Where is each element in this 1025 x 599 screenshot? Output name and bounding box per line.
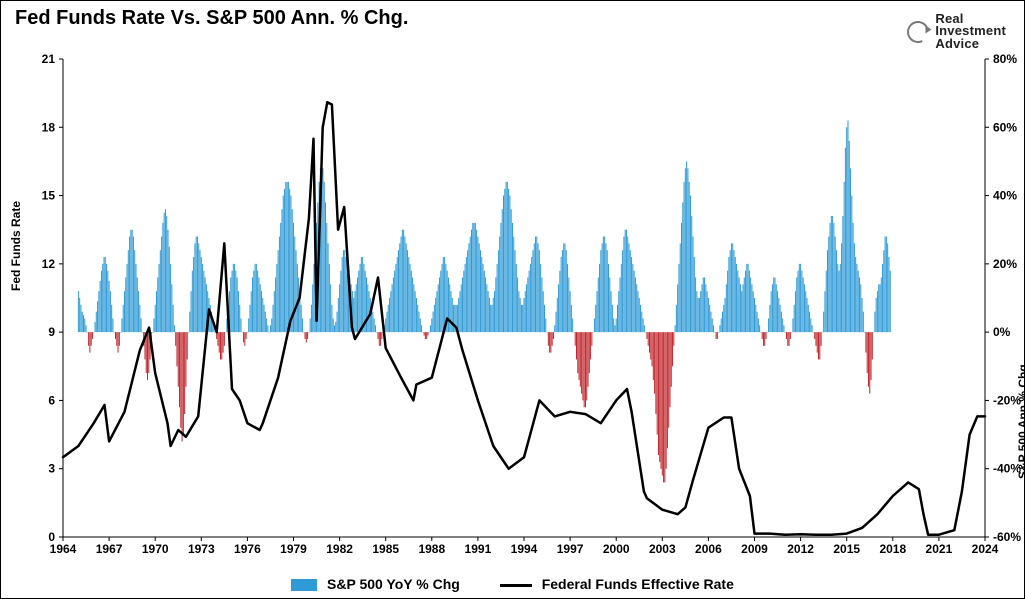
svg-text:1985: 1985 bbox=[372, 542, 399, 556]
svg-text:1973: 1973 bbox=[188, 542, 215, 556]
plot-area: 036912151821-60%-40%-20%0%20%40%60%80%19… bbox=[63, 59, 985, 537]
chart-frame: Fed Funds Rate Vs. S&P 500 Ann. % Chg. R… bbox=[0, 0, 1025, 599]
svg-text:1979: 1979 bbox=[280, 542, 307, 556]
svg-text:0%: 0% bbox=[993, 325, 1011, 339]
svg-text:1988: 1988 bbox=[418, 542, 445, 556]
svg-text:2015: 2015 bbox=[833, 542, 860, 556]
brand-logo: Real Investment Advice bbox=[907, 13, 1006, 50]
legend-item-line: Federal Funds Effective Rate bbox=[500, 576, 734, 592]
legend-swatch-line bbox=[500, 584, 532, 587]
svg-text:1982: 1982 bbox=[326, 542, 353, 556]
svg-text:6: 6 bbox=[48, 393, 55, 407]
legend: S&P 500 YoY % Chg Federal Funds Effectiv… bbox=[1, 576, 1024, 592]
svg-text:1967: 1967 bbox=[96, 542, 123, 556]
svg-text:2024: 2024 bbox=[972, 542, 999, 556]
svg-text:18: 18 bbox=[42, 120, 56, 134]
svg-text:-40%: -40% bbox=[993, 462, 1021, 476]
logo-line-3: Advice bbox=[935, 38, 1006, 50]
logo-text: Real Investment Advice bbox=[935, 13, 1006, 50]
logo-mark-icon bbox=[904, 17, 932, 45]
svg-text:60%: 60% bbox=[993, 120, 1017, 134]
chart-title: Fed Funds Rate Vs. S&P 500 Ann. % Chg. bbox=[15, 7, 408, 30]
svg-text:2000: 2000 bbox=[603, 542, 630, 556]
legend-label-line: Federal Funds Effective Rate bbox=[542, 576, 734, 592]
svg-text:21: 21 bbox=[42, 52, 56, 66]
svg-text:2006: 2006 bbox=[695, 542, 722, 556]
svg-text:2018: 2018 bbox=[879, 542, 906, 556]
svg-text:20%: 20% bbox=[993, 257, 1017, 271]
svg-text:1991: 1991 bbox=[465, 542, 492, 556]
svg-text:2012: 2012 bbox=[787, 542, 814, 556]
svg-text:3: 3 bbox=[48, 462, 55, 476]
svg-text:1997: 1997 bbox=[557, 542, 584, 556]
y-axis-left-label: Fed Funds Rate bbox=[9, 201, 23, 291]
svg-text:15: 15 bbox=[42, 189, 56, 203]
svg-text:1964: 1964 bbox=[50, 542, 77, 556]
svg-text:80%: 80% bbox=[993, 52, 1017, 66]
svg-text:12: 12 bbox=[42, 257, 56, 271]
svg-text:1976: 1976 bbox=[234, 542, 261, 556]
svg-text:1970: 1970 bbox=[142, 542, 169, 556]
svg-text:9: 9 bbox=[48, 325, 55, 339]
svg-text:-20%: -20% bbox=[993, 393, 1021, 407]
svg-text:1994: 1994 bbox=[511, 542, 538, 556]
legend-item-bars: S&P 500 YoY % Chg bbox=[291, 576, 460, 592]
legend-label-bars: S&P 500 YoY % Chg bbox=[327, 576, 460, 592]
svg-text:2009: 2009 bbox=[741, 542, 768, 556]
svg-text:2003: 2003 bbox=[649, 542, 676, 556]
svg-text:2021: 2021 bbox=[926, 542, 953, 556]
legend-swatch-bar bbox=[291, 579, 317, 591]
plot-svg: 036912151821-60%-40%-20%0%20%40%60%80%19… bbox=[63, 59, 985, 537]
svg-text:40%: 40% bbox=[993, 189, 1017, 203]
